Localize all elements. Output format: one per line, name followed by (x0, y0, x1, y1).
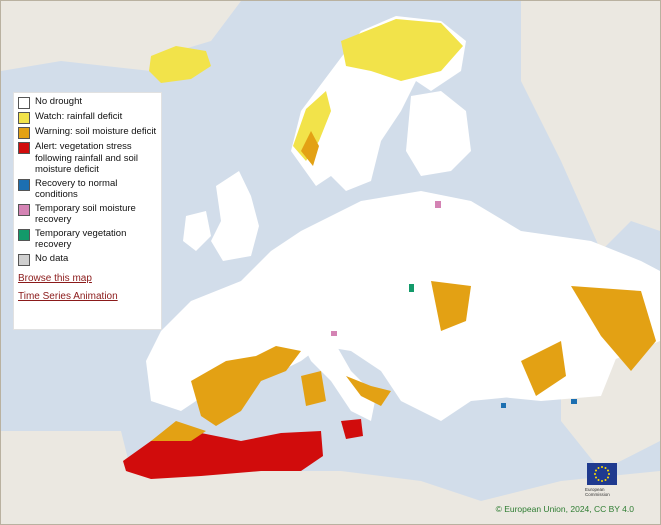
sicily-alert (341, 419, 363, 439)
land-russia (521, 1, 660, 251)
legend-label: No data (35, 252, 69, 264)
norway-watch (293, 91, 331, 161)
legend-label: Temporary soil moisture recovery (35, 202, 136, 226)
eu-stars-icon (594, 466, 610, 482)
iceland (149, 46, 211, 83)
european-commission-logo: European Commission (571, 460, 624, 503)
morocco-warning (151, 421, 206, 441)
scandinavia-north-watch (341, 19, 463, 81)
swatch-watch (18, 112, 30, 124)
legend-label: Watch: rainfall deficit (35, 111, 123, 122)
green-spot (409, 284, 414, 292)
logo-caption: European Commission (585, 487, 610, 497)
legend-item-temp-vegetation: Temporary vegetation recovery (18, 228, 157, 251)
time-series-animation-link[interactable]: Time Series Animation (18, 290, 118, 302)
turkey-warning (521, 341, 566, 396)
swatch-recovery (18, 178, 30, 191)
blue-spot (571, 399, 577, 404)
land-greenland-north (1, 1, 241, 71)
swatch-warning (18, 127, 30, 139)
legend-item-no-drought: No drought (18, 96, 157, 109)
legend-item-warning: Warning: soil moisture deficit (18, 126, 157, 139)
iberia-warning (191, 346, 301, 426)
pink-spot (435, 201, 441, 208)
legend-item-alert: Alert: vegetation stress following rainf… (18, 141, 157, 176)
great-britain (211, 171, 259, 261)
copyright-credit: © European Union, 2024, CC BY 4.0 (495, 504, 634, 514)
legend-label: Temporary vegetation recovery (35, 227, 127, 251)
swatch-no-data (18, 253, 30, 266)
legend-item-temp-soil: Temporary soil moisture recovery (18, 203, 157, 226)
legend-label: No drought (35, 96, 83, 107)
logo-caption-line1: European (585, 487, 605, 492)
sardinia-warning (301, 371, 326, 406)
swatch-no-drought (18, 97, 30, 109)
pink-spot (331, 331, 337, 336)
blue-spot (501, 403, 506, 408)
land-africa (1, 431, 660, 524)
ireland (183, 211, 211, 251)
legend-item-no-data: No data (18, 253, 157, 266)
east-warning (571, 286, 656, 371)
finland (406, 91, 471, 176)
legend-item-watch: Watch: rainfall deficit (18, 111, 157, 124)
italy (301, 336, 376, 421)
swatch-temp-soil (18, 203, 30, 216)
browse-map-link[interactable]: Browse this map (18, 272, 92, 284)
romania-warning (431, 281, 471, 331)
swatch-alert (18, 142, 30, 154)
map-legend: No drought Watch: rainfall deficit Warni… (13, 92, 162, 330)
legend-label: Warning: soil moisture deficit (35, 126, 157, 137)
legend-label: Recovery to normal conditions (35, 177, 118, 201)
logo-caption-line2: Commission (585, 492, 610, 497)
italy-south-warning (346, 376, 391, 406)
eu-flag-icon (587, 463, 617, 485)
swatch-temp-vegetation (18, 228, 30, 241)
legend-item-recovery: Recovery to normal conditions (18, 178, 157, 201)
norway-warning (301, 131, 319, 166)
legend-label: Alert: vegetation stress following rainf… (35, 141, 138, 175)
north-africa-alert (123, 431, 323, 479)
